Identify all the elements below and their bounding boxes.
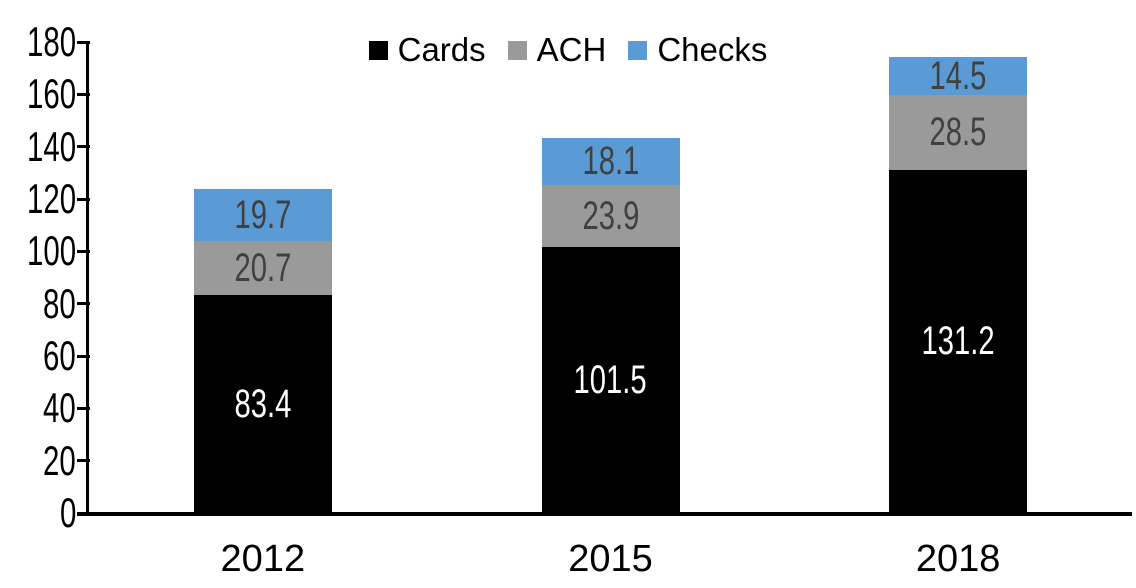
bar-value-label: 19.7 bbox=[234, 192, 292, 237]
y-tick-mark bbox=[77, 92, 90, 96]
y-tick-mark bbox=[77, 197, 90, 201]
y-tick-value: 80 bbox=[43, 279, 76, 327]
bar-2015-cards: 101.5 bbox=[541, 247, 680, 513]
x-axis-category-label: 2018 bbox=[915, 538, 1001, 580]
y-axis-tick-label: 140 bbox=[0, 122, 76, 170]
legend: Cards ACH Checks bbox=[0, 31, 1136, 69]
bar-2015-ach: 23.9 bbox=[541, 184, 680, 248]
bar-2012-cards: 83.4 bbox=[193, 294, 332, 513]
y-tick-value: 20 bbox=[43, 436, 76, 484]
bar-2012-checks: 19.7 bbox=[193, 189, 332, 241]
bar-value-label: 18.1 bbox=[582, 139, 639, 184]
y-axis-tick-label: 160 bbox=[0, 73, 76, 115]
bar-2015-checks: 18.1 bbox=[541, 137, 680, 185]
legend-label-ach: ACH bbox=[536, 31, 607, 68]
y-tick-mark bbox=[77, 302, 90, 306]
y-axis-tick-label: 120 bbox=[0, 178, 76, 220]
bar-value-label: 23.9 bbox=[582, 194, 639, 239]
y-tick-mark bbox=[77, 249, 90, 253]
x-axis bbox=[77, 511, 1132, 516]
y-tick-value: 180 bbox=[26, 18, 76, 65]
bar-value-label: 83.4 bbox=[234, 381, 292, 426]
bar-value-label: 20.7 bbox=[234, 245, 292, 290]
y-axis-tick-label: 0 bbox=[0, 492, 76, 534]
y-axis-tick-label: 80 bbox=[0, 279, 76, 327]
y-tick-value: 100 bbox=[26, 227, 76, 275]
y-tick-mark bbox=[77, 406, 90, 410]
y-tick-value: 60 bbox=[43, 332, 76, 379]
cards-swatch-icon bbox=[368, 40, 388, 60]
legend-item-ach: ACH bbox=[507, 31, 607, 69]
y-axis-tick-label: 20 bbox=[0, 436, 76, 484]
y-tick-mark bbox=[77, 459, 90, 463]
y-tick-value: 160 bbox=[26, 70, 76, 118]
bar-2018-checks: 14.5 bbox=[889, 54, 1028, 99]
bar-value-label: 131.2 bbox=[921, 319, 995, 364]
y-axis-tick-label: 60 bbox=[0, 335, 76, 377]
legend-item-cards: Cards bbox=[368, 31, 486, 69]
y-axis-tick-label: 100 bbox=[0, 230, 76, 272]
y-tick-mark bbox=[77, 145, 90, 149]
y-tick-mark bbox=[77, 511, 90, 515]
y-tick-value: 0 bbox=[59, 489, 76, 536]
legend-label-checks: Checks bbox=[657, 31, 768, 68]
bar-value-label: 101.5 bbox=[573, 358, 648, 403]
bar-2012-ach: 20.7 bbox=[193, 240, 332, 295]
bar-2018-cards: 131.2 bbox=[889, 169, 1028, 513]
y-tick-mark bbox=[77, 354, 90, 358]
y-axis-tick-label: 40 bbox=[0, 387, 76, 429]
legend-label-cards: Cards bbox=[397, 31, 486, 68]
y-tick-value: 140 bbox=[26, 122, 76, 170]
x-axis-category-label: 2015 bbox=[568, 538, 653, 580]
legend-item-checks: Checks bbox=[628, 31, 767, 69]
bar-value-label: 28.5 bbox=[929, 110, 987, 155]
ach-swatch-icon bbox=[507, 40, 527, 60]
y-axis bbox=[86, 40, 89, 516]
x-axis-category-label: 2012 bbox=[220, 538, 306, 580]
y-axis-tick-label: 180 bbox=[0, 21, 76, 63]
checks-swatch-icon bbox=[628, 40, 648, 60]
y-tick-value: 120 bbox=[26, 175, 76, 222]
bar-value-label: 14.5 bbox=[929, 54, 987, 99]
bar-2018-ach: 28.5 bbox=[889, 95, 1028, 170]
y-tick-mark bbox=[77, 40, 90, 44]
y-tick-value: 40 bbox=[43, 384, 76, 432]
